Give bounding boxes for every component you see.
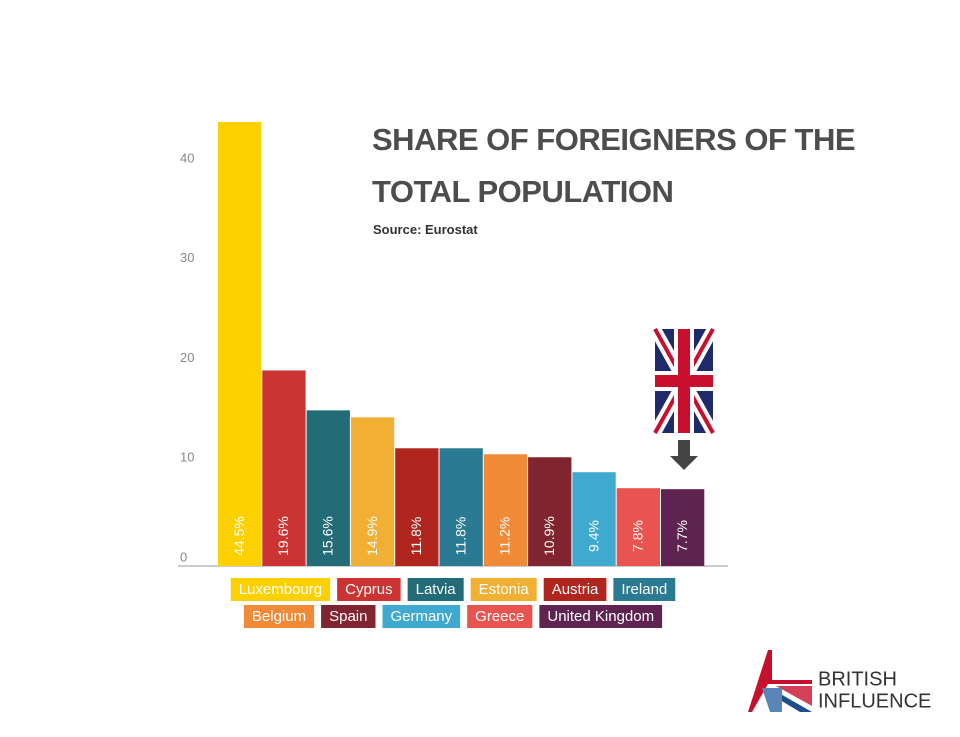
- legend-swatch: [243, 605, 315, 628]
- legend-entry: United Kingdom: [539, 605, 663, 628]
- value-label: 9.4%: [585, 520, 601, 552]
- legend-entry: Belgium: [243, 605, 315, 628]
- legend-swatch: [613, 578, 676, 601]
- logo-mark: [748, 650, 812, 712]
- uk-flag: [649, 326, 719, 436]
- legend-label: Spain: [329, 608, 367, 625]
- arrow: [670, 440, 698, 470]
- chart-subtitle: Source: Eurostat: [373, 222, 478, 237]
- y-tick-label: 30: [180, 250, 194, 265]
- value-label: 11.8%: [452, 517, 468, 556]
- bar: [661, 489, 705, 566]
- legend-entry: Austria: [543, 578, 607, 601]
- legend-swatch: [230, 578, 331, 601]
- value-label: 10.9%: [541, 516, 557, 556]
- bar: [616, 488, 660, 566]
- bar: [572, 472, 616, 566]
- chart-title: SHARE OF FOREIGNERS OF THE TOTAL POPULAT…: [372, 122, 856, 209]
- legend-swatch: [337, 578, 401, 601]
- bar: [218, 122, 262, 566]
- legend-label: Luxembourg: [239, 581, 322, 598]
- value-label: 7.8%: [630, 520, 646, 552]
- legend-swatch: [321, 605, 376, 628]
- legend-entry: Ireland: [613, 578, 676, 601]
- legend-entry: Latvia: [407, 578, 464, 601]
- y-tick-label: 40: [180, 150, 194, 165]
- legend-label: Estonia: [479, 581, 530, 598]
- legend-label: Cyprus: [345, 581, 393, 598]
- legend-swatch: [539, 605, 663, 628]
- legend-label: Latvia: [416, 581, 457, 598]
- logo-text: INFLUENCE: [818, 690, 931, 712]
- legend-swatch: [407, 578, 464, 601]
- value-label: 14.9%: [364, 516, 380, 556]
- legend-swatch: [382, 605, 461, 628]
- bar: [439, 448, 483, 566]
- value-label: 7.7%: [674, 520, 690, 552]
- legend-label: Ireland: [621, 581, 667, 598]
- legend-label: Germany: [390, 608, 452, 625]
- legend-entry: Greece: [467, 605, 533, 628]
- bar: [306, 410, 350, 566]
- legend-label: United Kingdom: [547, 608, 654, 625]
- logo-text: BRITISH: [818, 668, 897, 690]
- value-label: 15.6%: [319, 516, 335, 556]
- value-label: 11.8%: [408, 517, 424, 556]
- legend-swatch: [543, 578, 607, 601]
- legend-swatch: [470, 578, 537, 601]
- legend-label: Austria: [552, 581, 599, 598]
- y-tick-label: 20: [180, 350, 194, 365]
- bar: [395, 448, 439, 566]
- y-tick-label: 10: [180, 450, 194, 465]
- bar: [528, 457, 572, 566]
- legend-label: Greece: [475, 608, 524, 625]
- legend-label: Belgium: [252, 608, 306, 625]
- bar: [483, 454, 528, 566]
- bar: [262, 370, 306, 566]
- value-label: 19.6%: [275, 516, 291, 556]
- legend-entry: Germany: [382, 605, 461, 628]
- legend-entry: Luxembourg: [230, 578, 331, 601]
- legend-swatch: [467, 605, 533, 628]
- value-label: 11.2%: [497, 517, 513, 556]
- legend-entry: Estonia: [470, 578, 537, 601]
- y-tick-label: 0: [180, 549, 187, 564]
- legend-entry: Spain: [321, 605, 376, 628]
- bar: [350, 417, 395, 566]
- legend-entry: Cyprus: [337, 578, 401, 601]
- value-label: 44.5%: [231, 516, 247, 556]
